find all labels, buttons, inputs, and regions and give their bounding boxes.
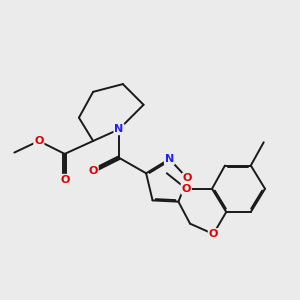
Text: O: O — [34, 136, 44, 146]
Text: O: O — [60, 175, 69, 185]
Text: O: O — [183, 173, 192, 183]
Text: N: N — [114, 124, 124, 134]
Text: O: O — [208, 229, 218, 239]
Text: O: O — [182, 184, 191, 194]
Text: N: N — [165, 154, 174, 164]
Text: O: O — [88, 166, 98, 176]
